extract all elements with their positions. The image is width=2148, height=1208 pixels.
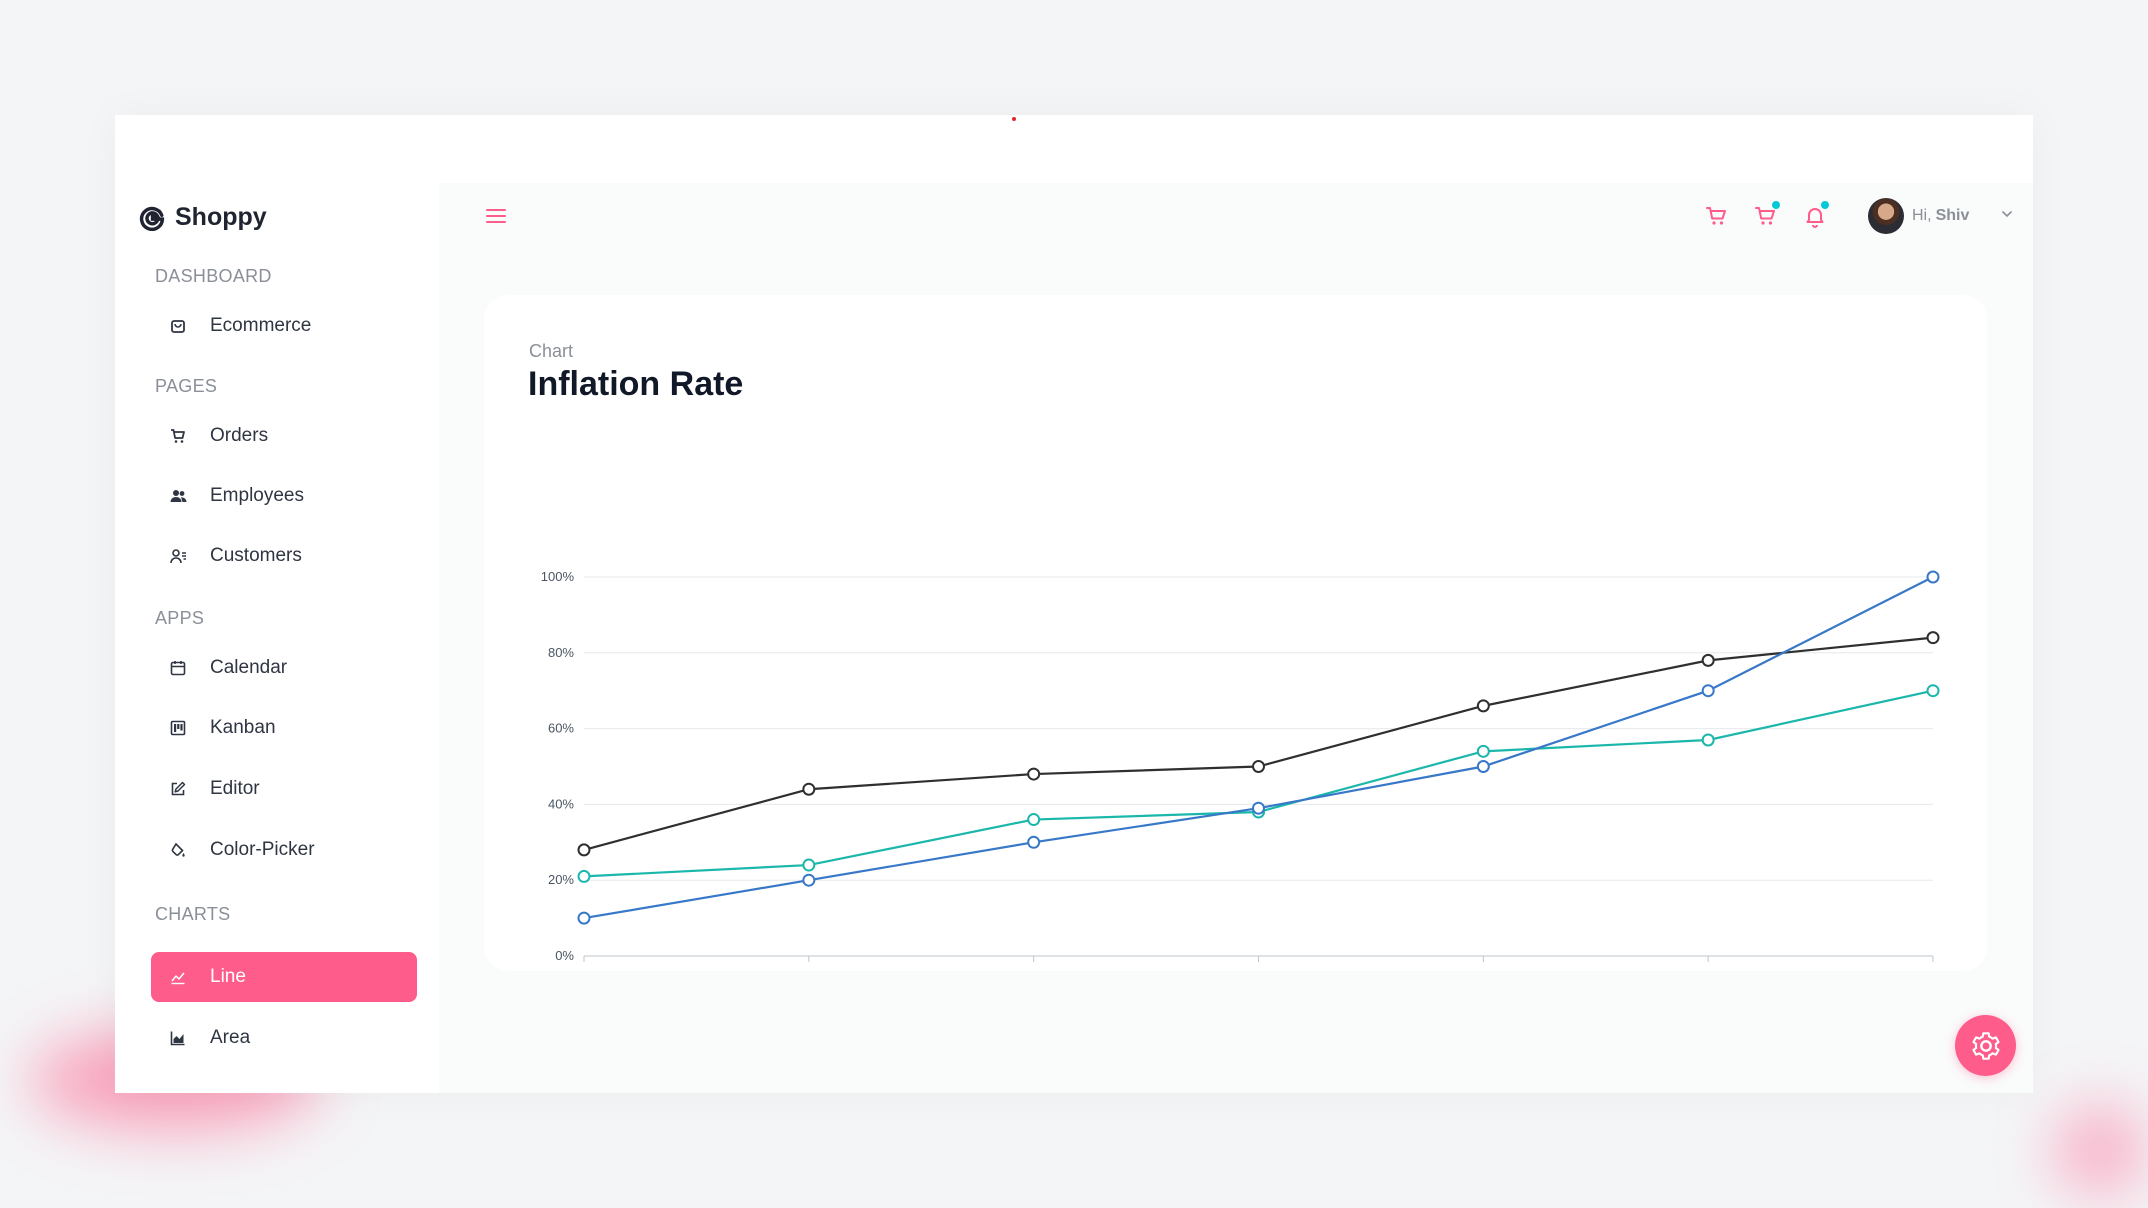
menu-toggle-button[interactable] — [485, 205, 507, 227]
cart-button[interactable] — [1703, 202, 1731, 230]
sidebar-item-label: Customers — [210, 545, 302, 566]
section-title-dashboard: DASHBOARD — [155, 266, 272, 286]
sidebar-item-editor[interactable]: Editor — [151, 764, 417, 814]
y-tick-label: 60% — [548, 721, 574, 736]
sidebar-item-customers[interactable]: Customers — [151, 531, 417, 581]
data-point-germany — [1926, 684, 1940, 698]
sidebar-item-label: Kanban — [210, 717, 276, 738]
top-navbar: Hi, Shiv — [439, 183, 2033, 263]
app-name: Shoppy — [175, 203, 267, 231]
user-greeting[interactable]: Hi, Shiv — [1912, 207, 1969, 225]
data-point-india — [1476, 760, 1490, 773]
user-menu-toggle[interactable] — [2000, 207, 2014, 221]
color-picker-icon — [168, 840, 188, 860]
sidebar-item-label: Employees — [210, 485, 304, 506]
data-point-england — [802, 782, 816, 796]
greeting-text: Hi, — [1912, 207, 1932, 224]
sidebar-item-employees[interactable]: Employees — [151, 471, 417, 521]
recording-dot — [1012, 117, 1016, 121]
sidebar-item-label: Color-Picker — [210, 839, 315, 860]
bell-icon — [1806, 208, 1824, 228]
gear-icon — [1971, 1031, 2000, 1060]
data-point-germany — [802, 858, 816, 872]
y-tick-label: 20% — [548, 872, 574, 887]
data-point-india — [1926, 570, 1940, 584]
calendar-icon — [168, 658, 188, 678]
sidebar: Shoppy DASHBOARD Ecommerce PAGES Orders … — [115, 183, 439, 1093]
shopping-bag-icon — [168, 316, 188, 336]
x-tick-label: 2005 — [584, 969, 613, 971]
series-line-germany — [583, 689, 1934, 878]
sidebar-item-label: Area — [210, 1027, 251, 1048]
sidebar-item-label: Ecommerce — [210, 315, 312, 336]
data-point-germany — [1027, 813, 1041, 827]
sidebar-item-calendar[interactable]: Calendar — [151, 643, 417, 693]
x-tick-label: 2010 — [1694, 969, 1723, 971]
line-chart: 0% 20% 40% 60% 80% 100% 2005 2006 2007 2008 2009 20… — [541, 569, 1940, 971]
chart-card: Chart Inflation Rate 0% 20% 40% 60% 80% 100% 2… — [484, 295, 1987, 971]
section-title-pages: PAGES — [155, 376, 218, 396]
y-tick-label: 100% — [541, 569, 575, 584]
section-title-charts: CHARTS — [155, 904, 231, 924]
x-tick-label: 2006 — [794, 969, 823, 971]
chevron-down-icon — [2002, 211, 2012, 218]
sidebar-item-orders[interactable]: Orders — [151, 411, 417, 461]
data-point-india — [802, 873, 816, 887]
cart-notification-icon — [1755, 207, 1775, 225]
data-point-india — [1701, 684, 1715, 698]
data-point-england — [1252, 760, 1265, 773]
data-point-india — [1027, 835, 1041, 849]
page-caption: Chart — [529, 341, 574, 361]
y-tick-label: 0% — [555, 948, 574, 963]
notifications-button[interactable] — [1801, 201, 1829, 230]
top-strip — [115, 115, 2033, 183]
kanban-icon — [168, 718, 188, 738]
page-title: Inflation Rate — [528, 365, 744, 403]
avatar[interactable] — [1868, 198, 1904, 234]
sidebar-item-area[interactable]: Area — [151, 1013, 417, 1063]
data-point-england — [577, 843, 591, 857]
data-point-england — [1701, 653, 1715, 667]
data-point-india — [1252, 801, 1265, 815]
data-point-england — [1476, 699, 1490, 713]
customers-icon — [168, 546, 188, 566]
x-tick-label: 2011 — [1905, 969, 1933, 971]
y-tick-label: 40% — [548, 796, 574, 811]
notification-dot — [1772, 201, 1780, 209]
sidebar-item-color-picker[interactable]: Color-Picker — [151, 825, 417, 875]
x-tick-label: 2009 — [1469, 969, 1498, 971]
notification-dot — [1821, 201, 1829, 209]
data-point-india — [577, 911, 591, 925]
line-chart-icon — [168, 967, 188, 987]
data-point-germany — [1701, 733, 1715, 747]
area-chart-icon — [168, 1028, 188, 1048]
people-icon — [168, 486, 188, 506]
settings-button[interactable] — [1955, 1015, 2016, 1076]
backdrop-blob-pink-corner — [2055, 1105, 2145, 1195]
shoppy-logo-icon — [139, 206, 165, 231]
hamburger-menu-icon — [486, 209, 506, 223]
section-title-apps: APPS — [155, 608, 205, 628]
sidebar-item-label: Editor — [210, 778, 260, 799]
sidebar-item-line[interactable]: Line — [151, 952, 417, 1002]
x-tick-label: 2008 — [1244, 969, 1273, 971]
edit-icon — [168, 779, 188, 799]
logo[interactable]: Shoppy — [139, 203, 267, 232]
user-name: Shiv — [1935, 207, 1970, 224]
data-point-germany — [577, 869, 591, 883]
data-point-england — [1926, 631, 1940, 645]
cart-icon — [168, 426, 188, 446]
chat-button[interactable] — [1752, 201, 1780, 230]
y-tick-label: 80% — [548, 645, 574, 660]
sidebar-item-kanban[interactable]: Kanban — [151, 703, 417, 753]
cart-icon — [1706, 207, 1726, 225]
x-tick-label: 2007 — [1019, 969, 1048, 971]
app-window: Shoppy DASHBOARD Ecommerce PAGES Orders … — [115, 115, 2033, 1093]
data-point-germany — [1476, 744, 1490, 758]
sidebar-item-label: Orders — [210, 425, 269, 446]
sidebar-item-ecommerce[interactable]: Ecommerce — [151, 301, 417, 351]
sidebar-item-label: Calendar — [210, 657, 288, 678]
data-point-england — [1027, 767, 1041, 781]
sidebar-item-label: Line — [210, 966, 246, 987]
